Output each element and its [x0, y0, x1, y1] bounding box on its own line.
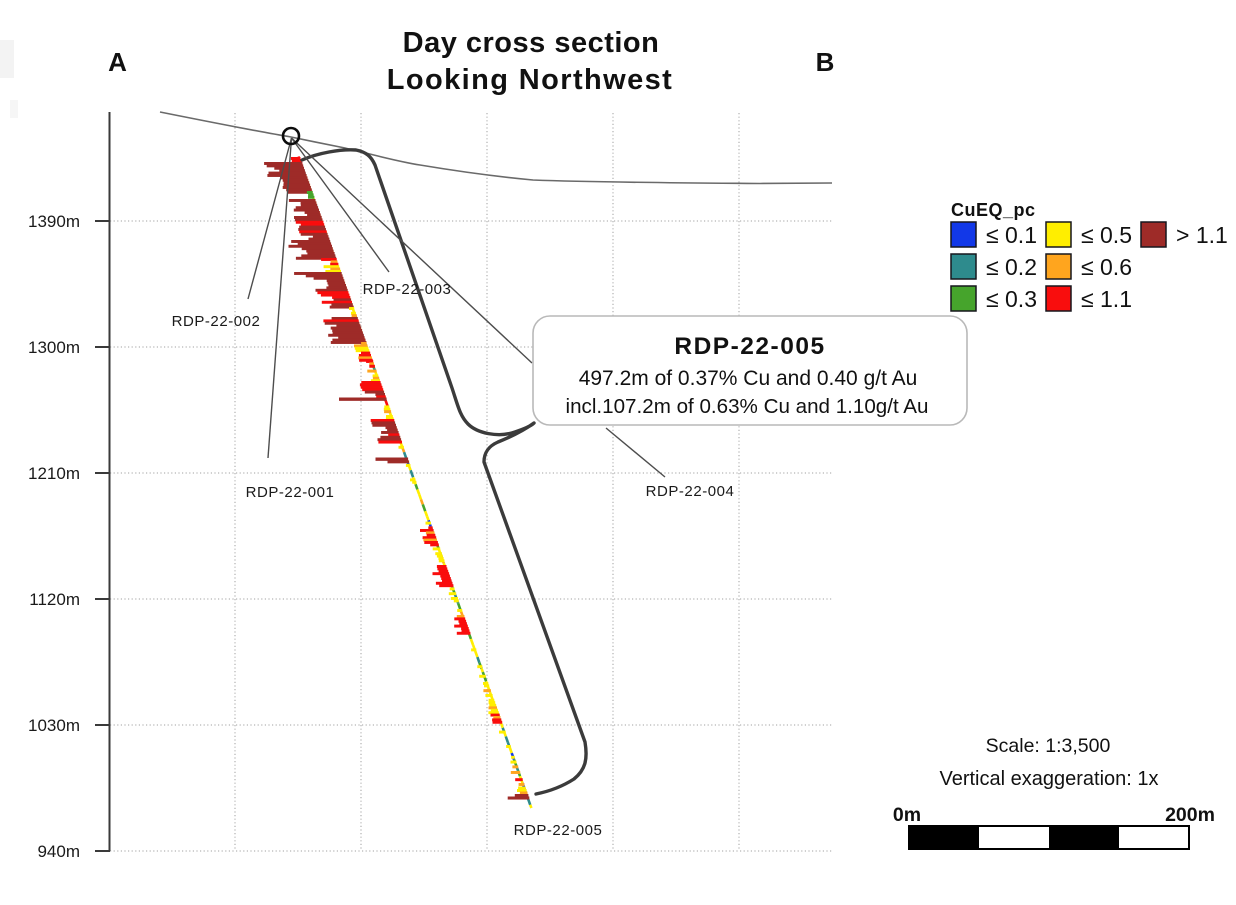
svg-text:RDP-22-001: RDP-22-001	[246, 484, 335, 501]
svg-text:1300m: 1300m	[28, 338, 80, 357]
svg-text:Looking Northwest: Looking Northwest	[387, 64, 673, 96]
svg-text:RDP-22-005: RDP-22-005	[674, 333, 825, 360]
svg-text:≤ 0.2: ≤ 0.2	[986, 254, 1037, 280]
svg-text:940m: 940m	[37, 842, 80, 861]
svg-text:Scale: 1:3,500: Scale: 1:3,500	[986, 735, 1111, 757]
svg-text:Day cross section: Day cross section	[403, 27, 660, 59]
svg-text:≤ 0.1: ≤ 0.1	[986, 222, 1037, 248]
svg-text:RDP-22-004: RDP-22-004	[646, 483, 735, 500]
svg-text:incl.107.2m of 0.63% Cu and 1: incl.107.2m of 0.63% Cu and 1.10g/t Au	[566, 395, 929, 418]
svg-text:Vertical exaggeration: 1x: Vertical exaggeration: 1x	[939, 768, 1158, 790]
svg-text:1120m: 1120m	[29, 590, 80, 609]
svg-text:> 1.1: > 1.1	[1176, 222, 1228, 248]
svg-text:RDP-22-003: RDP-22-003	[363, 281, 452, 298]
svg-text:RDP-22-002: RDP-22-002	[172, 313, 261, 330]
svg-text:≤ 0.3: ≤ 0.3	[986, 286, 1037, 312]
svg-text:CuEQ_pc: CuEQ_pc	[951, 200, 1036, 220]
svg-text:≤ 0.5: ≤ 0.5	[1081, 222, 1132, 248]
svg-text:B: B	[816, 47, 835, 77]
svg-text:1210m: 1210m	[28, 464, 80, 483]
svg-text:200m: 200m	[1165, 804, 1215, 826]
svg-text:A: A	[108, 47, 127, 77]
svg-text:497.2m of 0.37% Cu and 0.40 g/: 497.2m of 0.37% Cu and 0.40 g/t Au	[579, 367, 918, 390]
svg-text:1030m: 1030m	[28, 716, 80, 735]
svg-text:≤ 1.1: ≤ 1.1	[1081, 286, 1132, 312]
svg-text:0m: 0m	[893, 804, 921, 826]
svg-text:RDP-22-005: RDP-22-005	[514, 822, 603, 839]
svg-text:≤ 0.6: ≤ 0.6	[1081, 254, 1132, 280]
svg-text:1390m: 1390m	[28, 212, 80, 231]
